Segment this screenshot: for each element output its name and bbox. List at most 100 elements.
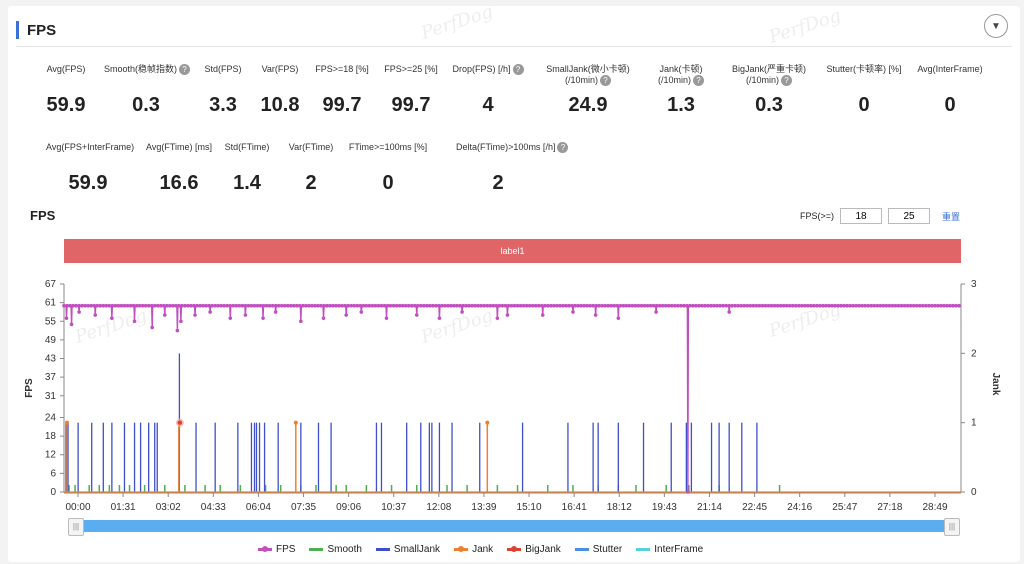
fps-dip-point[interactable] <box>571 310 575 314</box>
legend-item[interactable]: InterFrame <box>636 544 703 555</box>
fps-dip-point[interactable] <box>321 316 326 320</box>
help-icon[interactable]: ? <box>179 64 191 76</box>
legend-item[interactable]: SmallJank <box>375 544 440 555</box>
slider-handle-left[interactable]: ||| <box>68 518 84 536</box>
fps-point <box>219 303 224 308</box>
fps-dip-point[interactable] <box>193 313 197 317</box>
fps-dip-point[interactable] <box>344 313 349 317</box>
time-range-slider[interactable] <box>76 520 952 532</box>
metric-card: BigJank(严重卡顿) (/10min)? 0.3 <box>727 64 811 117</box>
fps-dip-point[interactable] <box>495 316 500 320</box>
fps-point <box>917 303 922 308</box>
fps-point <box>542 303 547 308</box>
fps-dip-point[interactable] <box>77 310 81 314</box>
legend-item[interactable]: Jank <box>454 544 493 555</box>
x-tick-label: 27:18 <box>877 502 902 513</box>
fps-dip-point[interactable] <box>460 310 464 314</box>
fps-dip-point[interactable] <box>727 310 731 314</box>
y-tick-label: 24 <box>45 412 57 423</box>
fps-point <box>561 303 565 308</box>
fps-point <box>246 303 251 308</box>
fps-dip-point[interactable] <box>208 310 212 314</box>
legend-item[interactable]: Smooth <box>309 544 362 555</box>
fps-dip-point[interactable] <box>437 316 442 320</box>
help-icon[interactable]: ? <box>693 75 704 87</box>
fps-point <box>954 303 958 308</box>
fps-dip-point[interactable] <box>273 310 278 314</box>
legend-swatch <box>636 548 651 551</box>
help-icon[interactable]: ? <box>781 75 792 87</box>
bigjank-point[interactable] <box>177 420 183 425</box>
jank-point[interactable] <box>65 420 70 425</box>
fps-point <box>857 303 862 308</box>
fps-point <box>812 303 816 308</box>
fps-point <box>739 303 744 308</box>
fps-point <box>237 303 242 308</box>
fps-dip-point[interactable] <box>175 328 180 333</box>
fps-dip-point[interactable] <box>505 313 510 317</box>
fps-point <box>437 303 441 308</box>
fps-dip-point[interactable] <box>686 490 690 494</box>
fps-dip-point[interactable] <box>132 319 137 324</box>
fps-point <box>101 303 106 308</box>
fps-dip-point[interactable] <box>150 325 154 330</box>
header-divider <box>16 46 1012 47</box>
fps-dip-point[interactable] <box>110 316 114 320</box>
jank-point[interactable] <box>293 420 298 425</box>
reset-link[interactable]: 重置 <box>942 211 961 222</box>
fps-dip-point[interactable] <box>384 316 389 320</box>
fps-dip-point[interactable] <box>299 319 303 324</box>
fps-point <box>201 303 205 308</box>
fps-dip-point[interactable] <box>64 316 69 320</box>
fps-point <box>334 303 338 308</box>
fps-point <box>198 303 202 308</box>
fps-point <box>790 303 795 308</box>
fps-line[interactable] <box>64 305 961 493</box>
fps-point <box>62 303 66 308</box>
label-band[interactable]: label1 <box>64 239 961 263</box>
fps-point <box>192 303 196 308</box>
fps-dip-point[interactable] <box>593 313 598 317</box>
fps-dip-point[interactable] <box>540 313 545 317</box>
legend-item[interactable]: FPS <box>258 544 295 555</box>
legend-item[interactable]: Stutter <box>574 544 622 555</box>
fps-point <box>503 303 508 308</box>
fps-point <box>325 303 329 308</box>
fps-dip-point[interactable] <box>616 316 621 320</box>
help-icon[interactable]: ? <box>600 75 611 87</box>
fps-point <box>594 303 598 308</box>
fps-threshold-input-2[interactable] <box>888 208 931 224</box>
metric-value: 59.9 <box>68 172 108 194</box>
fps-dip-point[interactable] <box>162 313 167 317</box>
fps-dip-point[interactable] <box>261 316 265 320</box>
x-tick-label: 24:16 <box>787 502 812 513</box>
collapse-toggle[interactable]: ▼ <box>984 14 1008 38</box>
fps-dip-point[interactable] <box>93 313 98 317</box>
slider-handle-right[interactable]: ||| <box>944 518 960 536</box>
metric-label-line2: (/10min)? <box>546 75 630 87</box>
fps-dip-point[interactable] <box>228 316 233 320</box>
fps-point <box>65 303 69 308</box>
fps-point <box>745 303 750 308</box>
fps-point <box>213 303 217 308</box>
legend-item[interactable]: BigJank <box>507 544 561 555</box>
fps-point <box>258 303 263 308</box>
fps-point <box>672 303 677 308</box>
fps-dip-point[interactable] <box>69 322 74 327</box>
fps-dip-point[interactable] <box>414 313 419 317</box>
fps-dip-point[interactable] <box>179 319 183 324</box>
jank-point[interactable] <box>485 420 490 425</box>
fps-dip-point[interactable] <box>243 313 248 317</box>
help-icon[interactable]: ? <box>512 64 524 76</box>
fps-dip-point[interactable] <box>359 310 364 314</box>
metric-label: Delta(FTime)>100ms [/h]? <box>456 142 569 154</box>
fps-point <box>648 303 653 308</box>
fps-dip-point[interactable] <box>654 310 658 314</box>
help-icon[interactable]: ? <box>557 142 569 154</box>
fps-point <box>71 303 75 308</box>
y2-tick-label: 2 <box>971 348 977 359</box>
fps-point <box>878 303 883 308</box>
fps-threshold-input-1[interactable] <box>840 208 883 224</box>
fps-point <box>74 303 78 308</box>
